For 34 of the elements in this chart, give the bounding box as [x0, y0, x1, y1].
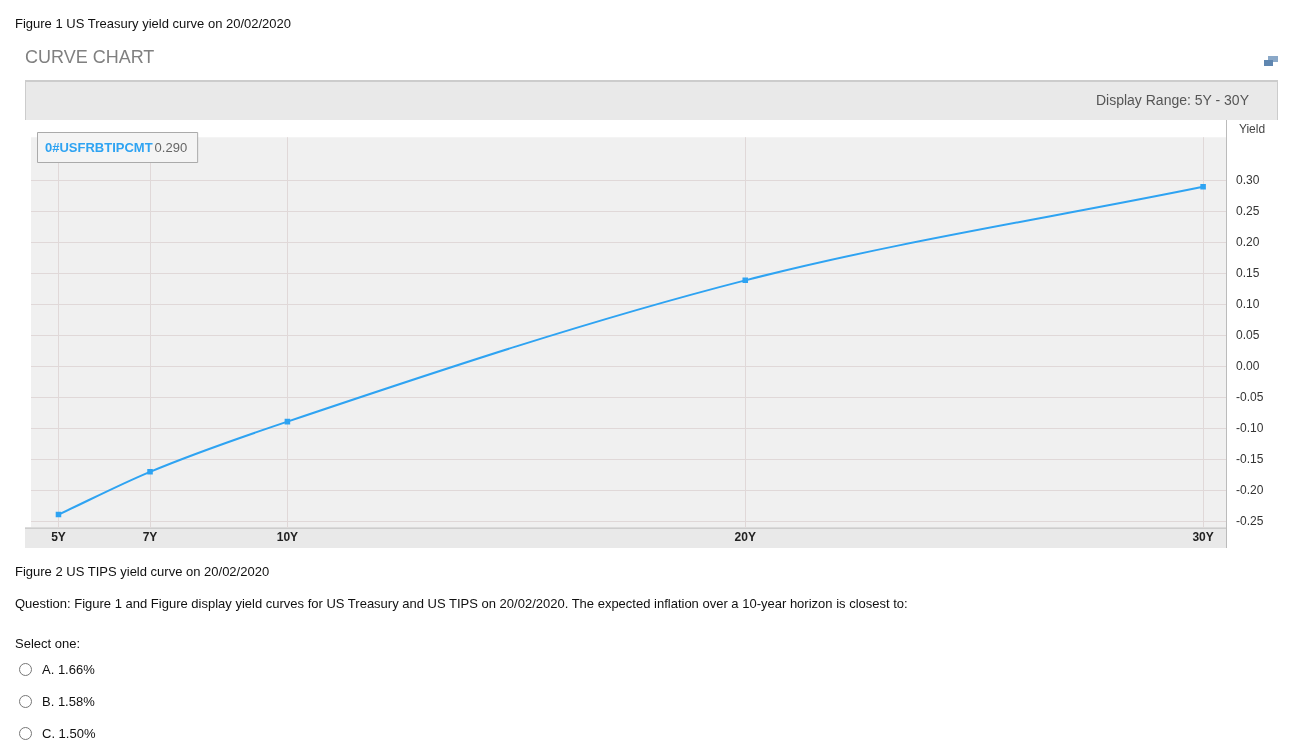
x-tick-label: 7Y	[142, 530, 158, 545]
caption: Figure 2 US TIPS yield curve on 20/02/2020	[15, 564, 270, 579]
y-axis-title: Yield	[1238, 122, 1266, 136]
x-tick-label: 10Y	[276, 530, 299, 545]
text: Question: Figure 1 and Figure display yield curves for US Treasury and US TIPS on 20/02/2020. The expected inflation over a 10-year horizon is closest to:	[15, 596, 908, 611]
y-tick-label: 0.15	[1236, 265, 1260, 280]
y-tick-label: 0.05	[1236, 327, 1260, 342]
x-tick-label: 20Y	[734, 530, 756, 545]
text: Display Range: 5Y - 30Y	[1095, 92, 1249, 108]
point	[55, 511, 62, 518]
text: Select one:	[15, 636, 81, 651]
y-tick-label: -0.15	[1236, 451, 1264, 466]
text: A. 1.66%	[42, 661, 95, 677]
point	[147, 469, 153, 475]
y-tick-label: 0.10	[1236, 296, 1260, 311]
y-tick-label: 0.30	[1236, 172, 1260, 187]
y-tick-label: -0.20	[1236, 482, 1264, 497]
chart-title: Figure 1 US Treasury yield curve on 20/02/2020	[15, 16, 292, 31]
text: C. 1.50%	[42, 725, 96, 741]
y-tick-label: -0.25	[1236, 513, 1264, 528]
y-tick-label: 0.20	[1236, 234, 1260, 249]
annotation: 0.290	[154, 139, 188, 155]
y-tick-label: 0.25	[1236, 203, 1260, 218]
point	[742, 277, 749, 284]
point	[284, 418, 291, 425]
text: B. 1.58%	[42, 693, 95, 709]
text: 0#USFRBTIPCMT	[45, 139, 153, 155]
y-tick-label: -0.05	[1236, 389, 1264, 404]
x-tick-label: 30Y	[1192, 530, 1214, 545]
y-tick-label: 0.00	[1236, 358, 1260, 373]
point	[1200, 184, 1206, 190]
x-tick-label: 5Y	[51, 530, 66, 545]
chart-subtitle: CURVE CHART	[25, 47, 155, 68]
y-tick-label: -0.10	[1236, 420, 1264, 435]
